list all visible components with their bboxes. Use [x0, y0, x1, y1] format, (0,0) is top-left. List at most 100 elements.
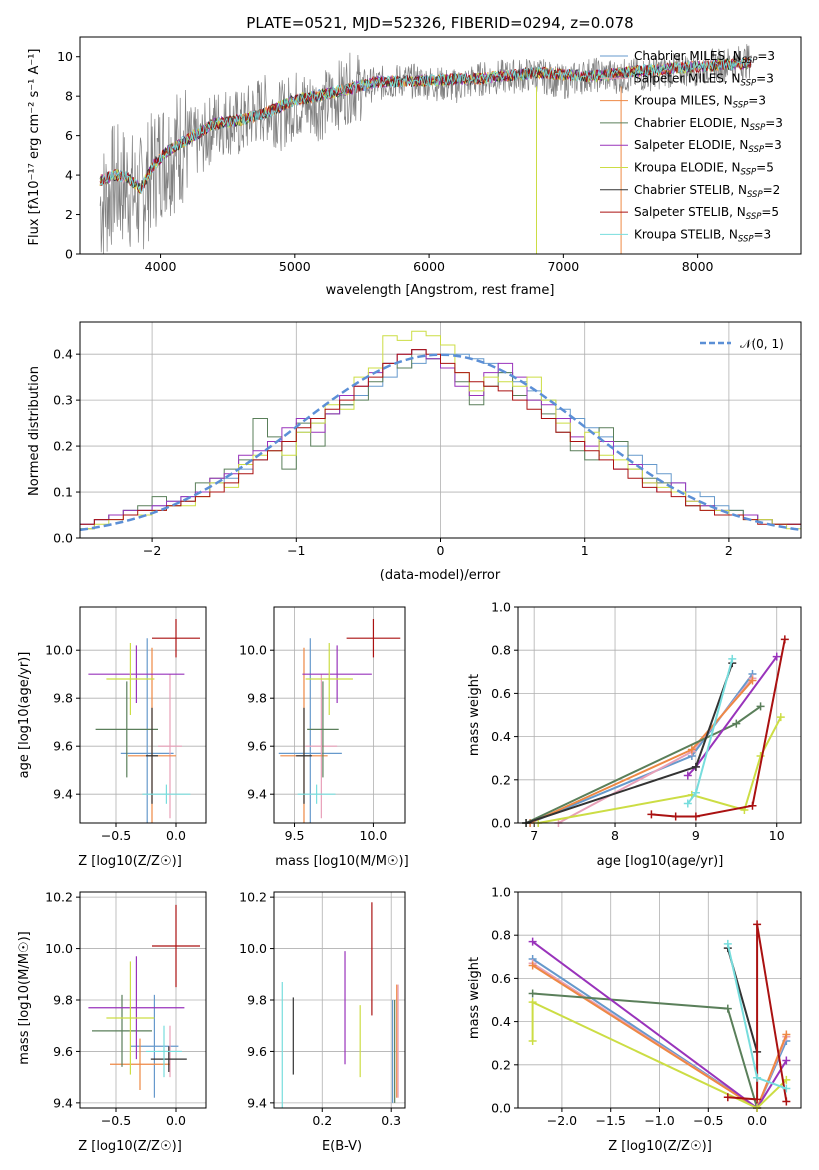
mass-weight-marker — [756, 702, 765, 711]
y-tick-label: 4 — [65, 168, 73, 183]
y-tick-label: 0 — [65, 247, 73, 262]
mass-weight-marker — [753, 1095, 762, 1104]
x-tick-label: −1.0 — [644, 1113, 674, 1128]
x-tick-label: 9.5 — [285, 828, 305, 843]
legend-entry-label: Salpeter MILES, NSSP=3 — [634, 71, 774, 88]
x-tick-label: 4000 — [145, 259, 177, 274]
spectrum-ylabel: Flux [fλ10⁻¹⁷ erg cm⁻² s⁻¹ A⁻¹] — [27, 49, 42, 246]
axes-frame — [517, 891, 802, 1109]
mass-weight-marker — [780, 635, 789, 644]
x-tick-label: −2.0 — [547, 1113, 577, 1128]
model-spectrum-line — [99, 57, 752, 194]
y-tick-label: 9.4 — [53, 1095, 73, 1110]
x-tick-label: −0.5 — [693, 1113, 723, 1128]
y-tick-label: 0.4 — [53, 347, 73, 362]
x-tick-label: 8 — [611, 828, 619, 843]
legend-entry-label: Chabrier ELODIE, NSSP=3 — [634, 116, 783, 133]
mw-age-ylabel: mass weight — [467, 674, 482, 756]
y-tick-label: 0.4 — [491, 729, 511, 744]
mass-weight-marker — [782, 1084, 791, 1093]
mass-weight-marker — [528, 998, 537, 1007]
y-tick-label: 0.2 — [491, 772, 511, 787]
axes-frame — [517, 606, 802, 824]
y-tick-label: 0.4 — [491, 1014, 511, 1029]
legend-entry-label: Kroupa MILES, NSSP=3 — [634, 94, 766, 111]
y-tick-label: 9.6 — [247, 739, 267, 754]
mass-weight-marker — [753, 920, 762, 929]
age-mass-xlabel: mass [log10(M/M☉)] — [275, 854, 408, 869]
mass-weight-marker — [748, 801, 757, 810]
y-tick-label: 0.6 — [491, 971, 511, 986]
x-tick-label: 2 — [725, 543, 733, 558]
normal-curve — [79, 353, 802, 532]
normal-legend-label: 𝒩(0, 1) — [740, 337, 784, 351]
age-vs-mass-panel: 9.5 10.0 9.4 9.6 9.8 10.0 — [239, 606, 406, 843]
x-tick-label: −0.5 — [101, 828, 131, 843]
x-tick-label: 0.0 — [747, 1113, 767, 1128]
y-tick-label: 0.0 — [53, 531, 73, 546]
y-tick-label: 10.0 — [45, 941, 73, 956]
y-tick-label: 10.2 — [239, 890, 267, 905]
mass-weight-marker — [753, 1073, 762, 1082]
mass-weight-marker — [647, 810, 656, 819]
mass-weight-line — [531, 1000, 788, 1110]
x-tick-label: 0.3 — [381, 1113, 401, 1128]
mass-weight-marker — [691, 788, 700, 797]
y-tick-label: 10.0 — [45, 643, 73, 658]
mass-weight-line — [529, 673, 754, 824]
mass-weight-line — [532, 992, 759, 1109]
histogram-legend: 𝒩(0, 1) — [700, 337, 784, 351]
mass-weight-marker — [528, 961, 537, 970]
mass-weight-marker — [782, 1030, 791, 1039]
axes-frame — [79, 321, 802, 539]
y-tick-label: 0.2 — [53, 439, 73, 454]
observed-spectrum-line — [99, 44, 752, 255]
histogram-ylabel: Normed distribution — [27, 366, 42, 496]
mass-vs-metallicity-panel: −0.5 0.0 9.4 9.6 9.8 10.0 10.2 — [45, 890, 207, 1128]
mass-vs-extinction-panel: 0.2 0.3 9.4 9.6 9.8 10.0 10.2 — [239, 890, 406, 1128]
mass-weight-marker — [776, 713, 785, 722]
mass-weight-marker — [723, 939, 732, 948]
mass-weight-line — [651, 639, 786, 818]
legend-entry-label: Salpeter STELIB, NSSP=5 — [634, 205, 779, 222]
mass-weight-marker — [683, 771, 692, 780]
y-tick-label: 0.8 — [491, 643, 511, 658]
y-tick-label: 8 — [65, 89, 73, 104]
mass-weight-marker — [528, 1037, 537, 1046]
y-tick-label: 0.3 — [53, 393, 73, 408]
y-tick-label: 1.0 — [491, 600, 511, 615]
mass-z-xlabel: Z [log10(Z/Z☉)] — [78, 1139, 182, 1154]
mass-weight-marker — [723, 1004, 732, 1013]
y-tick-label: 9.6 — [247, 1044, 267, 1059]
y-tick-label: 0.0 — [491, 816, 511, 831]
mass-ebv-xlabel: E(B-V) — [322, 1139, 362, 1154]
mass-weight-marker — [723, 1093, 732, 1102]
axes-frame — [79, 891, 207, 1109]
mass-weight-marker — [671, 812, 680, 821]
y-tick-label: 2 — [65, 207, 73, 222]
mass-weight-marker — [728, 654, 737, 663]
axes-frame — [79, 36, 802, 255]
x-tick-label: −0.5 — [101, 1113, 131, 1128]
y-tick-label: 10 — [57, 49, 73, 64]
x-tick-label: 0.2 — [312, 1113, 332, 1128]
y-tick-label: 0.0 — [491, 1101, 511, 1116]
y-tick-label: 9.8 — [53, 993, 73, 1008]
x-tick-label: 10.0 — [360, 828, 388, 843]
axes-frame — [79, 606, 207, 824]
x-tick-label: 0.0 — [166, 1113, 186, 1128]
mass-weight-marker — [772, 652, 781, 661]
x-tick-label: 10 — [769, 828, 785, 843]
y-tick-label: 9.6 — [53, 1044, 73, 1059]
y-tick-label: 0.2 — [491, 1057, 511, 1072]
x-tick-label: 1 — [581, 543, 589, 558]
legend-entry-label: Salpeter ELODIE, NSSP=3 — [634, 138, 782, 155]
mw-z-xlabel: Z [log10(Z/Z☉)] — [608, 1139, 712, 1154]
mass-weight-marker — [782, 1097, 791, 1106]
y-tick-label: 9.4 — [53, 787, 73, 802]
x-tick-label: 6000 — [413, 259, 445, 274]
mass-weight-line — [727, 924, 788, 1102]
age-vs-metallicity-panel: −0.5 0.0 9.4 9.6 9.8 10.0 — [45, 606, 207, 843]
histogram-xlabel: (data-model)/error — [380, 568, 501, 583]
